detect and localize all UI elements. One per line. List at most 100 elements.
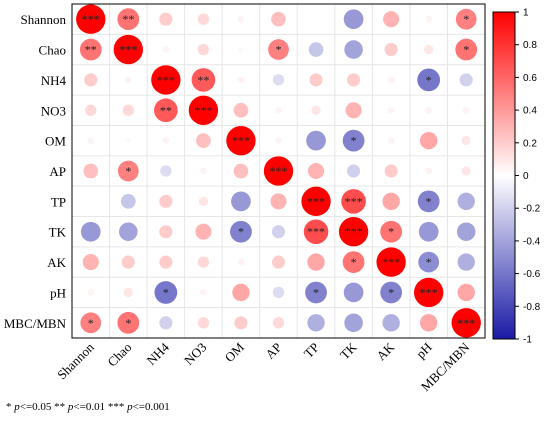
colorbar-tick-label: 0 (523, 171, 529, 182)
significance-label: * (351, 255, 357, 269)
corr-circle-8-4 (237, 258, 245, 266)
colorbar-tick-label: -0.8 (523, 302, 541, 313)
significance-label: * (125, 164, 131, 178)
corr-circle-10-0 (80, 312, 102, 334)
corr-circle-2-2 (151, 65, 181, 95)
colorbar-tick-label: 1 (523, 8, 529, 19)
corr-circle-8-7 (342, 251, 365, 273)
corr-circle-2-6 (309, 73, 323, 87)
significance-label: *** (232, 134, 250, 148)
corr-circle-4-10 (461, 135, 471, 146)
corr-circle-4-0 (87, 137, 95, 144)
corr-circle-0-8 (383, 11, 400, 28)
significance-label: * (276, 43, 282, 57)
x-tick-label: TP (301, 340, 322, 361)
significance-label: * (426, 73, 432, 87)
y-tick-label: MBC/MBN (4, 316, 67, 331)
colorbar-tick-label: 0.8 (523, 40, 537, 51)
corr-circle-6-8 (382, 192, 400, 211)
colorbar-ticks: -1 -0.8 -0.6 -0.4 -0.2 0 0.2 0.4 0.6 0.8 1 (515, 8, 541, 346)
corr-circle-0-2 (159, 12, 173, 26)
significance-label: *** (457, 316, 475, 330)
corr-circle-3-7 (345, 102, 362, 119)
corr-circle-8-1 (121, 255, 135, 269)
corr-circle-4-2 (162, 137, 170, 144)
corr-circle-8-10 (457, 253, 475, 271)
x-tick-label: NO3 (181, 340, 209, 368)
corr-circle-1-3 (197, 43, 210, 56)
significance-label: * (426, 255, 432, 269)
colorbar-tick-label: -1 (523, 335, 532, 346)
significance-label: *** (119, 43, 137, 57)
significance-label: * (351, 134, 357, 148)
corr-circle-2-8 (387, 76, 395, 84)
corr-circle-8-3 (197, 256, 210, 268)
corr-circle-5-6 (308, 162, 325, 180)
corr-circle-9-8 (380, 281, 403, 304)
x-tick-label: NH4 (144, 339, 173, 368)
corr-circle-4-5 (275, 137, 282, 144)
significance-label: * (388, 225, 394, 239)
corr-circle-10-2 (159, 316, 173, 330)
corr-circle-4-1 (125, 138, 131, 144)
corr-circle-6-6 (301, 186, 331, 217)
significance-label: *** (194, 103, 212, 117)
corr-circle-7-9 (418, 221, 439, 242)
significance-label: *** (82, 12, 100, 26)
corr-circle-6-1 (120, 194, 136, 209)
corr-circle-10-10 (451, 308, 481, 338)
corr-circle-5-1 (117, 160, 139, 182)
corr-circle-10-1 (117, 311, 140, 334)
corr-circle-3-10 (462, 106, 470, 114)
x-tick-label: TK (337, 339, 360, 362)
significance-label: ** (122, 12, 134, 26)
corr-circle-3-2 (154, 98, 178, 123)
significance-label: ** (197, 73, 209, 87)
corr-circle-5-8 (384, 164, 398, 178)
corr-circle-2-4 (237, 76, 245, 84)
corr-circle-5-4 (233, 163, 249, 179)
corr-circle-10-6 (307, 314, 325, 332)
corr-circle-2-7 (347, 73, 361, 87)
corr-circle-3-9 (425, 106, 432, 114)
corr-circle-3-3 (188, 95, 219, 125)
y-tick-label: OM (45, 134, 66, 149)
significance-label: *** (420, 285, 438, 299)
corr-circle-1-5 (268, 39, 289, 60)
plot-border (71, 3, 486, 339)
corr-circle-1-8 (384, 42, 398, 57)
corr-circle-2-10 (459, 73, 473, 87)
corr-circle-7-7 (338, 217, 369, 247)
corr-circle-4-7 (342, 129, 365, 152)
corr-circle-1-7 (344, 40, 363, 59)
corr-circle-7-0 (80, 221, 101, 242)
corr-circle-3-6 (311, 105, 321, 115)
significance-label: *** (270, 164, 288, 178)
corr-circle-9-7 (343, 282, 364, 303)
significance-note: * p<=0.05 ** p<=0.01 *** p<=0.001 (6, 401, 170, 413)
corr-circle-3-8 (387, 106, 395, 114)
significance-label: ** (160, 103, 172, 117)
significance-label: *** (345, 194, 363, 208)
corr-circle-10-4 (234, 316, 248, 330)
corr-circle-3-0 (85, 104, 97, 116)
corr-circle-6-5 (270, 193, 287, 210)
corr-circle-9-2 (154, 281, 178, 304)
corr-circle-7-2 (159, 225, 173, 239)
x-tick-label: AK (373, 339, 397, 363)
y-tick-label: pH (50, 285, 66, 300)
corr-circle-0-5 (271, 11, 286, 27)
corr-circle-1-6 (308, 42, 324, 57)
significance-label: *** (307, 194, 325, 208)
corr-circle-0-6 (313, 16, 319, 22)
y-tick-label: Chao (39, 43, 66, 58)
corr-circle-10-5 (272, 317, 285, 329)
corr-circle-0-4 (237, 15, 245, 23)
corr-circle-1-0 (79, 38, 102, 61)
corr-circle-6-7 (341, 189, 366, 214)
corr-circle-0-7 (343, 9, 364, 30)
corr-circle-0-10 (455, 8, 477, 30)
corr-circle-2-1 (125, 76, 132, 84)
corr-circle-6-4 (231, 191, 251, 212)
colorbar-tick-label: 0.6 (523, 73, 537, 84)
